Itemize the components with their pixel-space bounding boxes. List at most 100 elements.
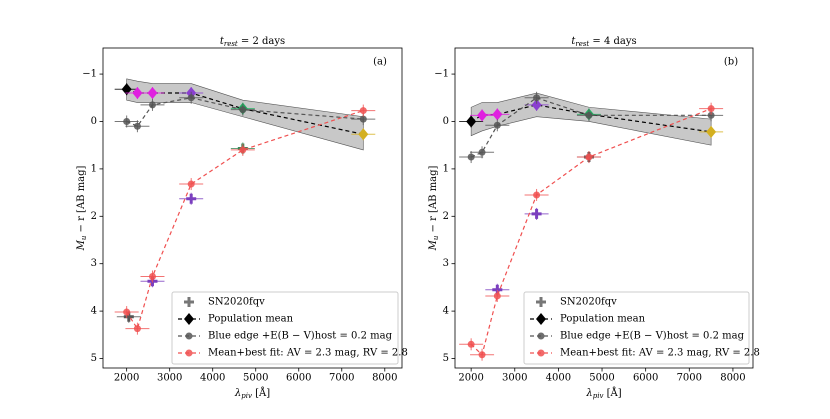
- chart-title-main: t: [571, 36, 576, 47]
- y-tick-label: 0: [91, 116, 97, 127]
- circle-marker: [493, 292, 501, 300]
- legend-marker: [537, 349, 545, 357]
- legend-label: SN2020fqv: [208, 297, 265, 308]
- circle-marker: [148, 101, 156, 109]
- x-tick-label: 2000: [114, 373, 139, 384]
- legend-label: Population mean: [560, 314, 646, 325]
- x-tick-label: 3000: [502, 373, 527, 384]
- circle-marker: [239, 146, 247, 154]
- circle-marker: [585, 111, 593, 119]
- legend-label: Blue edge +E(B − V)host = 0.2 mag: [208, 331, 393, 342]
- legend-marker: [185, 332, 193, 340]
- circle-marker: [585, 153, 593, 161]
- y-tick-label: −1: [434, 69, 449, 80]
- diamond-marker: [147, 87, 158, 100]
- chart-title-main: t: [220, 36, 225, 47]
- circle-marker: [359, 107, 367, 115]
- confidence-band: [126, 78, 364, 151]
- panel-annotation: (a): [373, 57, 387, 68]
- diamond-marker: [358, 128, 369, 141]
- legend-box: [171, 291, 399, 365]
- diamond-marker: [477, 109, 488, 122]
- legend-label: Blue edge +E(B − V)host = 0.2 mag: [560, 331, 745, 342]
- x-axis-label-rest: [Å]: [252, 387, 270, 399]
- x-axis-label: λpiv [Å]: [234, 387, 270, 401]
- y-axis-label: Mu − r [AB mag]: [428, 165, 441, 251]
- circle-marker: [707, 111, 715, 119]
- y-tick-label: −1: [82, 69, 97, 80]
- y-axis-label-rest: − r [AB mag]: [428, 165, 439, 235]
- legend-label: SN2020fqv: [560, 297, 617, 308]
- circle-marker: [239, 106, 247, 114]
- circle-marker: [533, 94, 541, 102]
- y-tick-label: 3: [443, 258, 449, 269]
- y-axis-label: Mu − r [AB mag]: [76, 165, 89, 251]
- x-tick-label: 8000: [720, 373, 745, 384]
- x-tick-label: 4000: [546, 373, 571, 384]
- chart-title-rest: = 4 days: [589, 36, 636, 47]
- circle-marker: [187, 94, 195, 102]
- diamond-marker: [132, 87, 143, 100]
- x-tick-label: 7000: [329, 373, 354, 384]
- chart-title: trest = 4 days: [571, 36, 636, 49]
- circle-marker: [133, 325, 141, 333]
- circle-marker: [707, 105, 715, 113]
- circle-marker: [148, 273, 156, 281]
- y-tick-label: 4: [443, 306, 449, 317]
- legend-marker: [536, 313, 546, 325]
- legend-label: Mean+best fit: AV = 2.3 mag, RV = 2.8: [208, 348, 408, 359]
- y-tick-label: 5: [91, 353, 97, 364]
- x-tick-label: 7000: [677, 373, 702, 384]
- series-line: [470, 108, 712, 356]
- x-tick-label: 3000: [157, 373, 182, 384]
- y-tick-label: 2: [91, 211, 97, 222]
- x-tick-label: 8000: [372, 373, 397, 384]
- diamond-marker: [466, 115, 477, 128]
- axes-frame: [102, 47, 403, 369]
- circle-marker: [533, 191, 541, 199]
- x-tick-label: 6000: [286, 373, 311, 384]
- y-axis-label-sub: u: [432, 235, 440, 240]
- circle-marker: [187, 180, 195, 188]
- legend-label: Mean+best fit: AV = 2.3 mag, RV = 2.8: [560, 348, 760, 359]
- y-tick-label: 1: [91, 163, 97, 174]
- legend-marker: [537, 332, 545, 340]
- x-axis-label-sub: piv: [241, 392, 252, 400]
- y-tick-label: 2: [443, 211, 449, 222]
- plus-marker: [531, 208, 542, 219]
- circle-marker: [123, 117, 131, 125]
- x-tick-label: 4000: [200, 373, 225, 384]
- circle-marker: [133, 122, 141, 130]
- y-axis-label-main: M: [428, 239, 439, 251]
- diamond-marker: [492, 108, 503, 121]
- panel-annotation: (b): [724, 57, 738, 68]
- x-tick-label: 2000: [458, 373, 483, 384]
- y-tick-label: 3: [91, 258, 97, 269]
- circle-marker: [467, 153, 475, 161]
- legend-marker: [536, 297, 546, 307]
- x-tick-label: 5000: [243, 373, 268, 384]
- circle-marker: [467, 340, 475, 348]
- x-axis-label-main: λ: [234, 388, 241, 399]
- legend-marker: [184, 297, 194, 307]
- diamond-marker: [121, 83, 132, 96]
- axes-frame: [454, 47, 754, 369]
- x-tick-label: 6000: [633, 373, 658, 384]
- legend-marker: [185, 349, 193, 357]
- x-axis-label-main: λ: [585, 388, 592, 399]
- legend-label: Population mean: [208, 314, 294, 325]
- plus-marker: [186, 193, 197, 204]
- y-tick-label: 4: [91, 306, 97, 317]
- circle-marker: [478, 351, 486, 359]
- y-tick-label: 0: [443, 116, 449, 127]
- chart-title: trest = 2 days: [220, 36, 285, 49]
- chart-title-sub: rest: [575, 40, 589, 48]
- chart-title-rest: = 2 days: [238, 36, 285, 47]
- y-tick-label: 1: [443, 163, 449, 174]
- x-axis-label-rest: [Å]: [603, 387, 621, 399]
- circle-marker: [478, 148, 486, 156]
- circle-marker: [359, 115, 367, 123]
- y-axis-label-sub: u: [80, 235, 88, 240]
